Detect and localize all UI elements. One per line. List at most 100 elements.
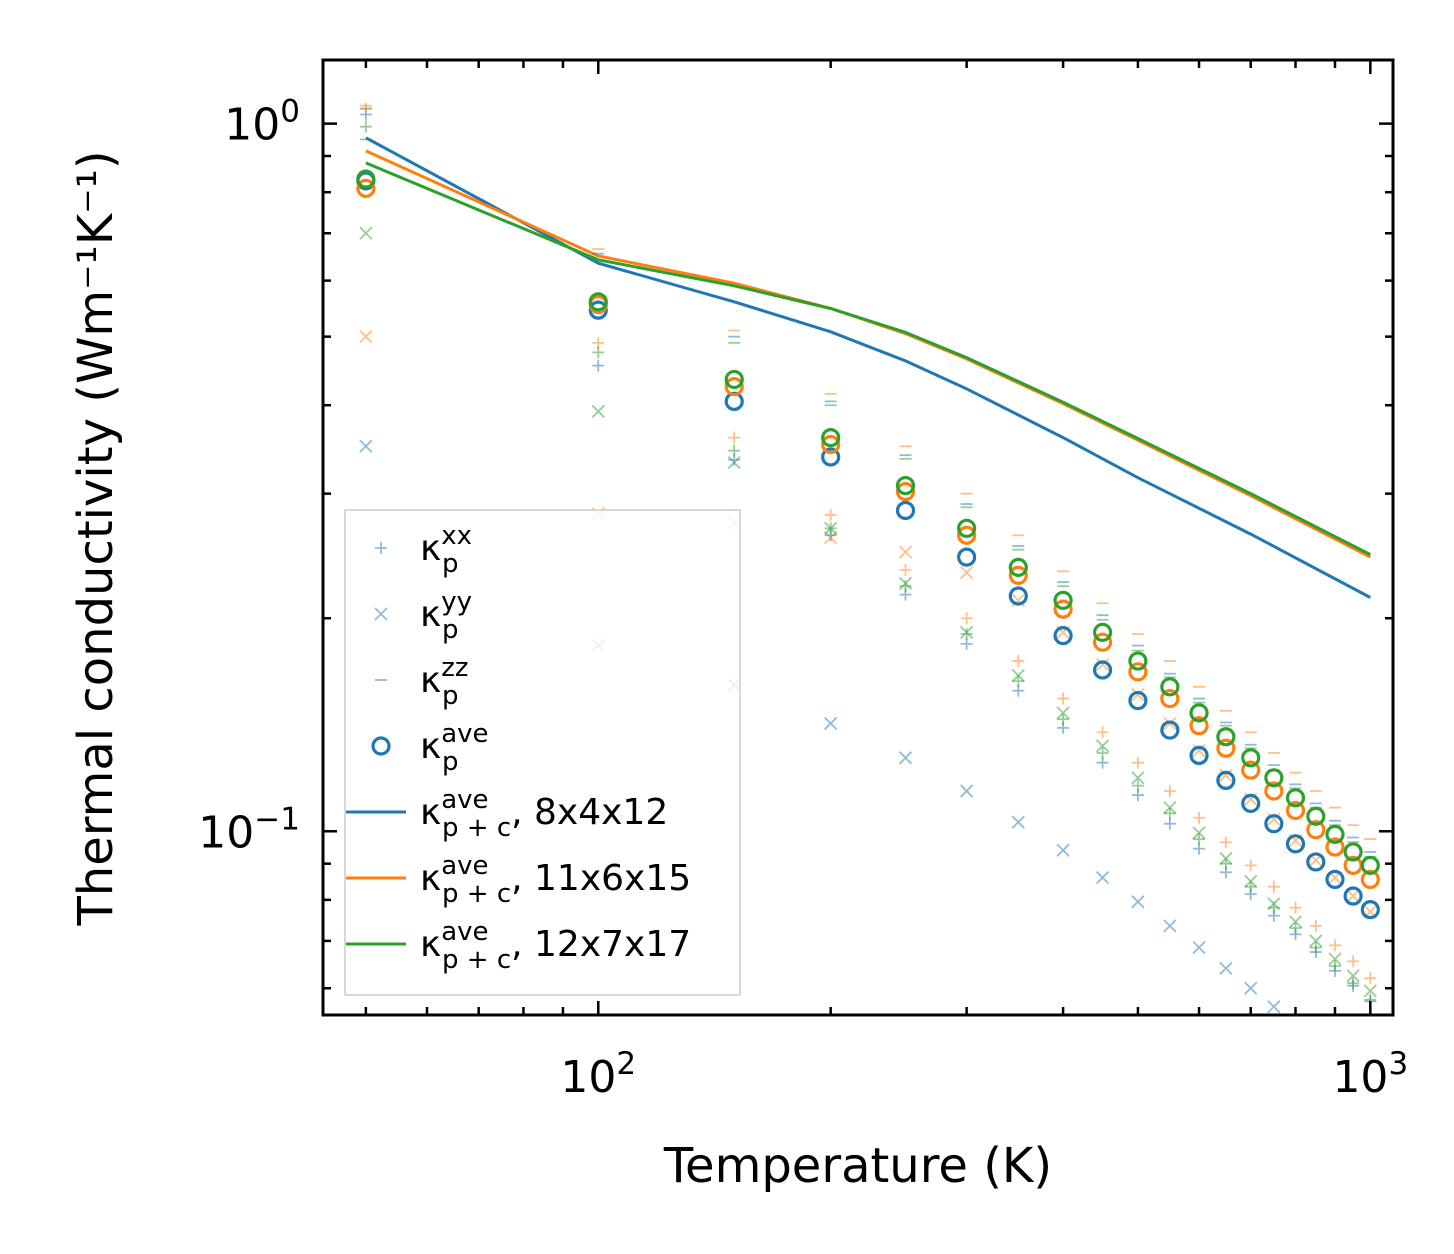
data-point-circle	[1241, 793, 1261, 813]
series-line-2	[365, 149, 1371, 559]
legend-box	[344, 509, 741, 996]
data-point-plus	[1057, 692, 1070, 705]
legend-label: κyy p	[420, 587, 472, 645]
data-point-x	[1163, 919, 1177, 933]
data-point-circle	[895, 500, 916, 521]
legend-label: κave p + c, 12x7x17	[420, 917, 691, 975]
data-point-circle	[1325, 824, 1345, 844]
data-point-circle	[1092, 632, 1113, 652]
data-point-circle	[724, 376, 744, 397]
data-point-circle	[1216, 727, 1236, 747]
data-point-x	[1346, 889, 1360, 903]
plot-frame	[321, 58, 1395, 1017]
data-point-plus	[728, 444, 741, 457]
data-point-plus	[1364, 972, 1377, 985]
data-point-circle	[1343, 842, 1363, 862]
data-point-x	[1267, 1000, 1281, 1014]
y-tick-label: 100	[224, 94, 300, 151]
data-point-plus	[1347, 977, 1360, 990]
data-point-circle	[1241, 748, 1261, 768]
data-point-plus	[1163, 817, 1176, 830]
data-point-plus	[592, 346, 605, 359]
data-point-circle	[1092, 660, 1113, 680]
data-point-circle	[821, 434, 841, 455]
data-point-circle	[1189, 716, 1209, 736]
data-point-plus	[1193, 811, 1206, 824]
data-point-circle	[1008, 586, 1028, 606]
data-point-circle	[1160, 677, 1180, 697]
data-point-circle	[1216, 770, 1236, 791]
data-point-circle	[1306, 806, 1326, 826]
data-point-x	[959, 565, 974, 580]
data-point-plus	[960, 612, 973, 625]
legend-marker-plus	[375, 542, 387, 554]
data-point-x	[824, 716, 838, 731]
legend-label: κave p	[420, 719, 489, 777]
data-point-x	[898, 545, 913, 559]
data-point-circle	[1189, 745, 1209, 766]
data-point-circle	[1264, 768, 1284, 788]
data-point-x	[359, 439, 373, 453]
data-point-circle	[1325, 869, 1345, 890]
data-point-x	[1363, 984, 1377, 998]
data-point-circle	[1285, 800, 1306, 821]
legend-marker-circle	[371, 736, 391, 756]
data-point-plus	[1219, 836, 1232, 849]
data-point-x	[1346, 969, 1360, 983]
data-point-plus	[824, 508, 837, 521]
data-point-x	[1288, 915, 1303, 929]
data-point-x	[1219, 961, 1233, 976]
data-point-circle	[1306, 852, 1326, 872]
data-point-plus	[1193, 833, 1206, 846]
data-point-plus	[1131, 756, 1144, 769]
x-axis-label: Temperature (K)	[663, 1138, 1052, 1194]
data-point-x	[1309, 934, 1323, 948]
data-point-circle	[957, 518, 977, 538]
data-point-plus	[1309, 941, 1322, 954]
data-point-circle	[1092, 622, 1113, 642]
data-point-plus	[1057, 713, 1070, 726]
data-point-x	[1056, 706, 1070, 720]
data-point-circle	[957, 547, 977, 567]
data-point-circle	[724, 369, 744, 390]
data-point-circle	[356, 169, 376, 189]
data-point-circle	[821, 447, 841, 467]
x-tick-label: 103	[1332, 1046, 1408, 1103]
data-point-x	[1056, 843, 1070, 857]
data-point-circle	[588, 292, 608, 312]
data-point-x	[1289, 1017, 1301, 1029]
data-point-plus	[1096, 747, 1109, 760]
data-point-plus	[1328, 960, 1341, 973]
data-point-x	[1192, 826, 1206, 840]
data-point-circle	[1160, 688, 1180, 709]
data-point-x	[1244, 981, 1258, 995]
legend-label: κxx p	[420, 521, 472, 579]
series-line-3	[365, 161, 1371, 556]
legend-label: κave p + c, 11x6x15	[420, 851, 691, 909]
data-point-circle	[1053, 626, 1073, 646]
data-point-circle	[1285, 788, 1306, 808]
data-point-circle	[957, 525, 977, 545]
data-point-x	[1192, 940, 1206, 955]
data-point-plus	[1096, 726, 1109, 739]
data-point-circle	[1008, 565, 1028, 585]
data-point-plus	[1328, 939, 1341, 952]
data-point-circle	[1128, 651, 1148, 671]
data-point-x	[959, 784, 974, 798]
data-point-circle	[1360, 869, 1380, 890]
data-point-circle	[1160, 720, 1180, 740]
data-point-plus	[1163, 807, 1176, 820]
data-point-circle	[1264, 814, 1284, 834]
data-point-plus	[1309, 919, 1322, 932]
data-point-x	[359, 330, 373, 344]
data-point-x	[359, 226, 373, 240]
data-point-circle	[1128, 662, 1148, 682]
data-point-x	[1192, 744, 1206, 758]
data-point-plus	[1267, 901, 1280, 914]
data-point-circle	[1360, 900, 1380, 920]
data-point-circle	[1343, 886, 1363, 906]
data-point-circle	[895, 481, 916, 502]
data-point-circle	[895, 475, 916, 496]
data-point-circle	[821, 428, 841, 448]
